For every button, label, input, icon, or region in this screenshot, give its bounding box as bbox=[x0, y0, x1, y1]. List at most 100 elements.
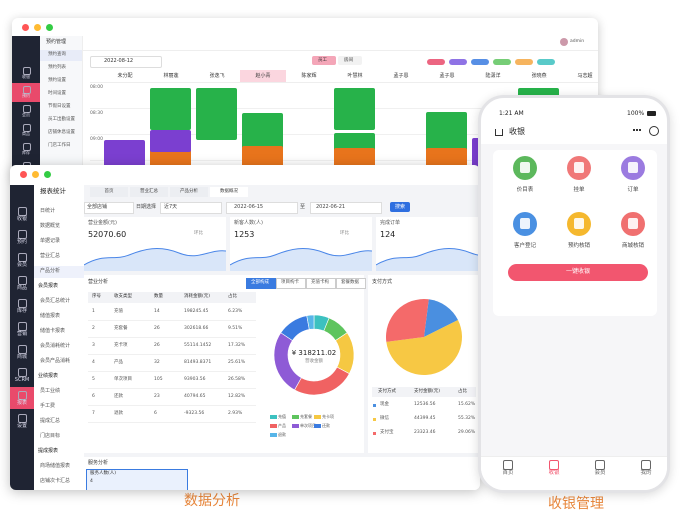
menu-item[interactable]: 手工费 bbox=[40, 403, 56, 409]
nav-item[interactable]: 收银 bbox=[16, 216, 28, 222]
nav-item[interactable]: 商品 bbox=[16, 285, 28, 291]
button-label[interactable]: 项目构卡 bbox=[281, 279, 299, 285]
date-input[interactable] bbox=[310, 202, 382, 214]
select-value[interactable]: 近7天 bbox=[164, 204, 178, 210]
menu-item[interactable]: 店铺次卡汇总 bbox=[40, 478, 71, 484]
menu-item[interactable]: 商场储值报表 bbox=[40, 463, 71, 469]
app-label[interactable]: 价目表 bbox=[516, 187, 534, 193]
menu-section[interactable]: 业绩报表 bbox=[38, 373, 59, 379]
tab-label[interactable]: 会员 bbox=[594, 470, 606, 476]
tab[interactable] bbox=[170, 187, 208, 197]
nav-item[interactable]: 预约 bbox=[22, 93, 30, 98]
app-label[interactable]: 预约核销 bbox=[567, 243, 591, 249]
toggle-button[interactable] bbox=[246, 278, 276, 289]
search-button[interactable] bbox=[390, 202, 410, 212]
toggle-button[interactable] bbox=[336, 278, 366, 289]
menu-item[interactable]: 会员消耗统计 bbox=[40, 343, 71, 349]
nav-item[interactable]: 设置 bbox=[16, 423, 28, 429]
menu-item[interactable]: 店铺休息设置 bbox=[48, 130, 75, 135]
menu-item[interactable]: 门店工作日 bbox=[48, 143, 71, 148]
menu-item[interactable]: 时间设置 bbox=[48, 91, 66, 96]
menu-item[interactable]: 产品分析 bbox=[40, 268, 61, 274]
nav-item[interactable]: 库存 bbox=[16, 308, 28, 314]
app-label[interactable]: 订单 bbox=[627, 187, 639, 193]
menu-section[interactable]: 会员报表 bbox=[38, 283, 59, 289]
button-label[interactable]: 充值卡构 bbox=[311, 279, 329, 285]
menu-item[interactable]: 预约查询 bbox=[48, 52, 66, 57]
tab-label[interactable]: 我的 bbox=[640, 470, 652, 476]
app-icon[interactable] bbox=[513, 212, 537, 236]
tab-label[interactable]: 房间 bbox=[344, 57, 353, 63]
button-label[interactable]: 一键收银 bbox=[565, 268, 591, 275]
tab-label[interactable]: 数据概况 bbox=[220, 189, 238, 194]
tab-label[interactable]: 员工 bbox=[318, 57, 327, 63]
app-icon[interactable] bbox=[621, 156, 645, 180]
app-label[interactable]: 商城核销 bbox=[621, 243, 645, 249]
menu-item[interactable]: 员工业绩 bbox=[40, 388, 61, 394]
toggle-button[interactable] bbox=[276, 278, 306, 289]
app-label[interactable]: 客户登记 bbox=[513, 243, 537, 249]
menu-item[interactable]: 预约列表 bbox=[48, 65, 66, 70]
menu-item[interactable]: 会员汇总统计 bbox=[40, 298, 71, 304]
nav-item[interactable]: 商城 bbox=[16, 354, 28, 360]
appointment-card[interactable] bbox=[150, 130, 191, 152]
more-icon[interactable] bbox=[633, 129, 641, 133]
app-label[interactable]: 挂单 bbox=[573, 187, 585, 193]
tab-icon[interactable] bbox=[503, 460, 513, 470]
tab-label[interactable]: 收银 bbox=[548, 470, 560, 476]
button-label[interactable]: 全部构成 bbox=[251, 279, 269, 285]
menu-item[interactable]: 会员产品消耗 bbox=[40, 358, 71, 364]
nav-item[interactable]: SCRM bbox=[14, 377, 30, 383]
tab-label[interactable]: 营业汇总 bbox=[140, 189, 158, 194]
menu-section[interactable]: 提成报表 bbox=[38, 448, 59, 454]
date[interactable]: 2022-08-12 bbox=[104, 57, 134, 64]
tab[interactable] bbox=[210, 187, 248, 197]
nav-item[interactable]: 营销 bbox=[16, 331, 28, 337]
nav-item[interactable]: 收银 bbox=[22, 74, 30, 79]
menu-item[interactable]: 门店目标 bbox=[40, 433, 61, 439]
menu-item[interactable]: 储值报表 bbox=[40, 313, 61, 319]
tab-icon[interactable] bbox=[549, 460, 559, 470]
date-start[interactable]: 2022-06-15 bbox=[234, 204, 264, 210]
menu-item[interactable]: 节假日设置 bbox=[48, 104, 71, 109]
back-icon[interactable] bbox=[495, 129, 503, 136]
window-control[interactable] bbox=[46, 24, 53, 31]
button-label[interactable]: 搜索 bbox=[394, 204, 406, 210]
app-icon[interactable] bbox=[513, 156, 537, 180]
date-end[interactable]: 2022-06-21 bbox=[316, 204, 346, 210]
appointment-card[interactable] bbox=[334, 88, 375, 130]
date-input[interactable] bbox=[226, 202, 298, 214]
app-icon[interactable] bbox=[567, 212, 591, 236]
nav-item[interactable]: 库存 bbox=[22, 150, 30, 155]
menu-item[interactable]: 提成汇总 bbox=[40, 418, 61, 424]
tab-icon[interactable] bbox=[641, 460, 651, 470]
select[interactable] bbox=[84, 202, 134, 214]
menu-item[interactable]: 营业汇总 bbox=[40, 253, 61, 259]
app-icon[interactable] bbox=[621, 212, 645, 236]
nav-item[interactable]: 会员 bbox=[16, 262, 28, 268]
tab[interactable] bbox=[130, 187, 168, 197]
user-name[interactable]: admin bbox=[570, 39, 585, 44]
tab[interactable] bbox=[90, 187, 128, 197]
nav-item[interactable]: 会员 bbox=[22, 112, 30, 117]
app-icon[interactable] bbox=[567, 156, 591, 180]
button-label[interactable]: 套餐数据 bbox=[341, 279, 359, 285]
target-icon[interactable] bbox=[649, 126, 659, 136]
menu-item[interactable]: 储值卡报表 bbox=[40, 328, 66, 334]
menu-item[interactable]: 数据概览 bbox=[40, 223, 61, 229]
primary-button[interactable] bbox=[508, 264, 648, 281]
select[interactable] bbox=[160, 202, 222, 214]
menu-item[interactable]: 日统计 bbox=[40, 208, 56, 214]
tab-label[interactable]: 首页 bbox=[502, 470, 514, 476]
toggle-button[interactable] bbox=[306, 278, 336, 289]
select-value[interactable]: 全部店铺 bbox=[87, 204, 108, 210]
nav-item[interactable]: 商品 bbox=[22, 131, 30, 136]
tab[interactable] bbox=[312, 56, 336, 65]
window-control[interactable] bbox=[44, 171, 51, 178]
menu-item[interactable]: 预约设置 bbox=[48, 78, 66, 83]
tab-icon[interactable] bbox=[595, 460, 605, 470]
window-control[interactable] bbox=[32, 171, 39, 178]
tab[interactable] bbox=[338, 56, 362, 65]
menu-item[interactable]: 单据记录 bbox=[40, 238, 61, 244]
tab-label[interactable]: 产品分析 bbox=[180, 189, 198, 194]
